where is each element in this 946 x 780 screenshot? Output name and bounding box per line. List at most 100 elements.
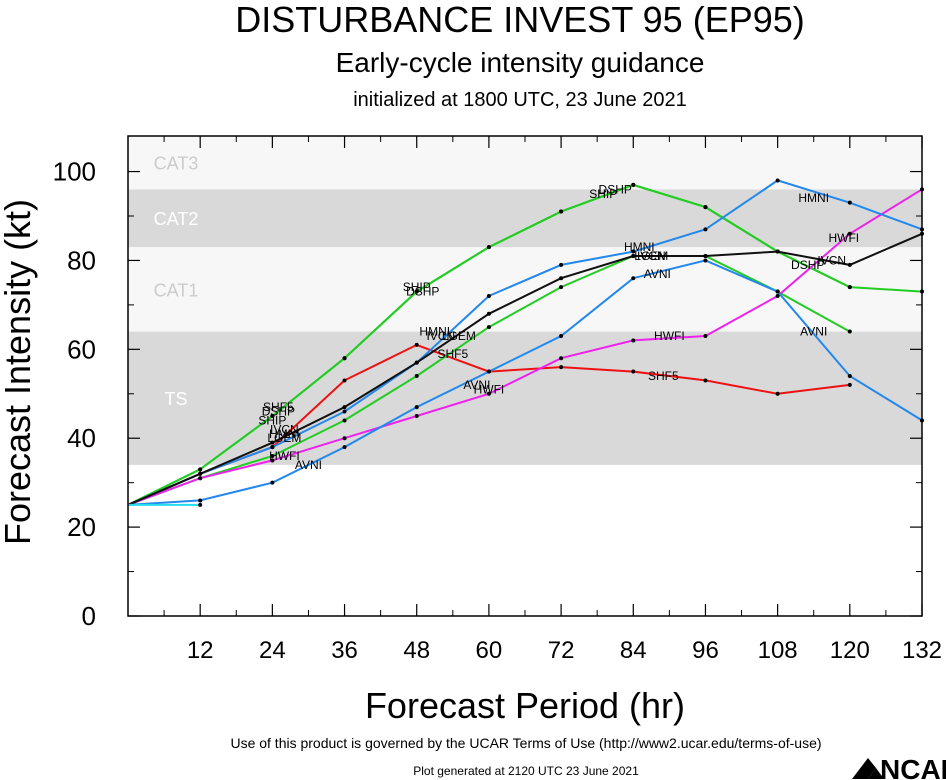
point-ivcn (342, 405, 347, 410)
point-hmni (559, 262, 564, 267)
series-line-hwfi (127, 188, 923, 506)
point-lgem (414, 374, 419, 378)
band-label-cat1: CAT1 (154, 280, 199, 300)
x-tick-label: 84 (620, 637, 647, 664)
point-ivcn (198, 471, 203, 476)
point-dshp (270, 414, 275, 418)
chart-title: DISTURBANCE INVEST 95 (EP95) (235, 0, 805, 40)
point-avni (631, 276, 636, 281)
point-dshp (486, 245, 491, 250)
point-dshp (414, 289, 419, 294)
point-dshp (847, 285, 852, 290)
series-line-ivcn (127, 232, 923, 506)
point-hmni (631, 249, 636, 254)
y-tick-label: 80 (67, 245, 96, 275)
point-lgem (342, 418, 347, 423)
point-ivcn (703, 254, 708, 258)
chart-init-time: initialized at 1800 UTC, 23 June 2021 (353, 89, 687, 111)
series-label-lgem: LGEM (442, 329, 476, 343)
series-label-hmni: HMNI (269, 427, 300, 441)
series-label-hmni: HMNI (419, 325, 450, 339)
series-label-lgem: LGEM (634, 249, 668, 263)
series-label-ivcn: IVCN (270, 422, 299, 436)
point-dshp (559, 209, 564, 214)
point-ivcn (775, 249, 780, 254)
ncar-logo-mark (852, 758, 876, 779)
band-cat2 (128, 189, 922, 248)
point-avni (559, 334, 564, 338)
series-label-hmni: HMNI (798, 191, 829, 205)
band-label-cat3: CAT3 (154, 154, 199, 174)
point-shf5 (631, 369, 636, 374)
y-tick-label: 60 (67, 334, 96, 364)
point-lgem (847, 329, 852, 334)
series-label-hwfi: HWFI (269, 449, 300, 463)
point-dshp (631, 182, 636, 187)
axes: 12 24 36 48 60 72 84 96 108 120 132 0 20 40 60 80 100 (53, 136, 942, 664)
point-hmni (775, 178, 780, 183)
series-label-hwfi: HWFI (828, 231, 859, 245)
x-tick-label: 96 (692, 637, 719, 664)
series-label-ship: SHIP (589, 187, 617, 201)
series-label-dshp: DSHP (262, 405, 295, 419)
point-lgem (559, 285, 564, 290)
x-tick-label: 120 (830, 637, 870, 664)
ncar-logo: NCAR (852, 754, 946, 780)
series-label-ivcn: IVCN (637, 249, 666, 263)
series-label-ship: SHIP (403, 280, 431, 294)
point-avni (198, 498, 203, 503)
series-label-shf5: SHF5 (648, 369, 679, 383)
point-avni (342, 445, 347, 450)
x-tick-label: 108 (758, 637, 798, 664)
point-dshp (703, 205, 708, 210)
y-tick-label: 0 (82, 601, 96, 631)
series-label-avni: AVNI (800, 325, 827, 339)
band-cat1 (128, 247, 922, 332)
point-ivcn (559, 276, 564, 281)
point-hwfi (198, 476, 203, 481)
point-lgem (486, 325, 491, 330)
point-hmni (270, 445, 275, 450)
series-label-avni: AVNI (295, 458, 322, 472)
band-labels: TS CAT1 CAT2 CAT3 (154, 154, 199, 410)
point-avni (414, 405, 419, 410)
x-axis-label: Forecast Period (hr) (365, 685, 685, 726)
point-avni (775, 289, 780, 294)
point-hwfi (414, 414, 419, 418)
point-shf5 (559, 365, 564, 370)
band-cat3 (128, 136, 922, 190)
point-avni (270, 480, 275, 485)
x-tick-label: 48 (403, 637, 430, 664)
point-hwfi (847, 231, 852, 236)
point-shf5 (342, 378, 347, 383)
point-hmni (703, 227, 708, 232)
y-tick-label: 40 (67, 423, 96, 453)
series-line-avni (127, 259, 923, 506)
band-label-cat2: CAT2 (154, 209, 199, 229)
point-dshp (342, 356, 347, 361)
ncar-logo-text: NCAR (880, 754, 946, 780)
series-label-ship: SHIP (258, 413, 286, 427)
y-tick-label: 100 (53, 157, 96, 187)
series-label-dshp: DSHP (406, 285, 439, 299)
point-hwfi (631, 338, 636, 343)
point-ivcn (486, 311, 491, 316)
point-shf5 (847, 382, 852, 387)
series-label-ivcn: IVCN (426, 329, 455, 343)
intensity-bands (128, 136, 922, 465)
x-tick-label: 60 (476, 637, 503, 664)
series-label-lgem: LGEM (267, 431, 301, 445)
chart-subtitle: Early-cycle intensity guidance (336, 47, 705, 78)
y-tick-label: 20 (67, 512, 96, 542)
series-label-hwfi: HWFI (474, 382, 505, 396)
point-hwfi (703, 334, 708, 338)
x-tick-label: 132 (902, 637, 942, 664)
series-label-dshp: DSHP (599, 182, 632, 196)
point-hwfi (775, 294, 780, 298)
x-tick-label: 72 (548, 637, 575, 664)
terms-of-use: Use of this product is governed by the U… (230, 735, 821, 751)
point-lgem (270, 454, 275, 458)
ncar-logo-mark-right (868, 768, 884, 779)
point-hwfi (270, 458, 275, 463)
point-shf5 (414, 342, 419, 347)
